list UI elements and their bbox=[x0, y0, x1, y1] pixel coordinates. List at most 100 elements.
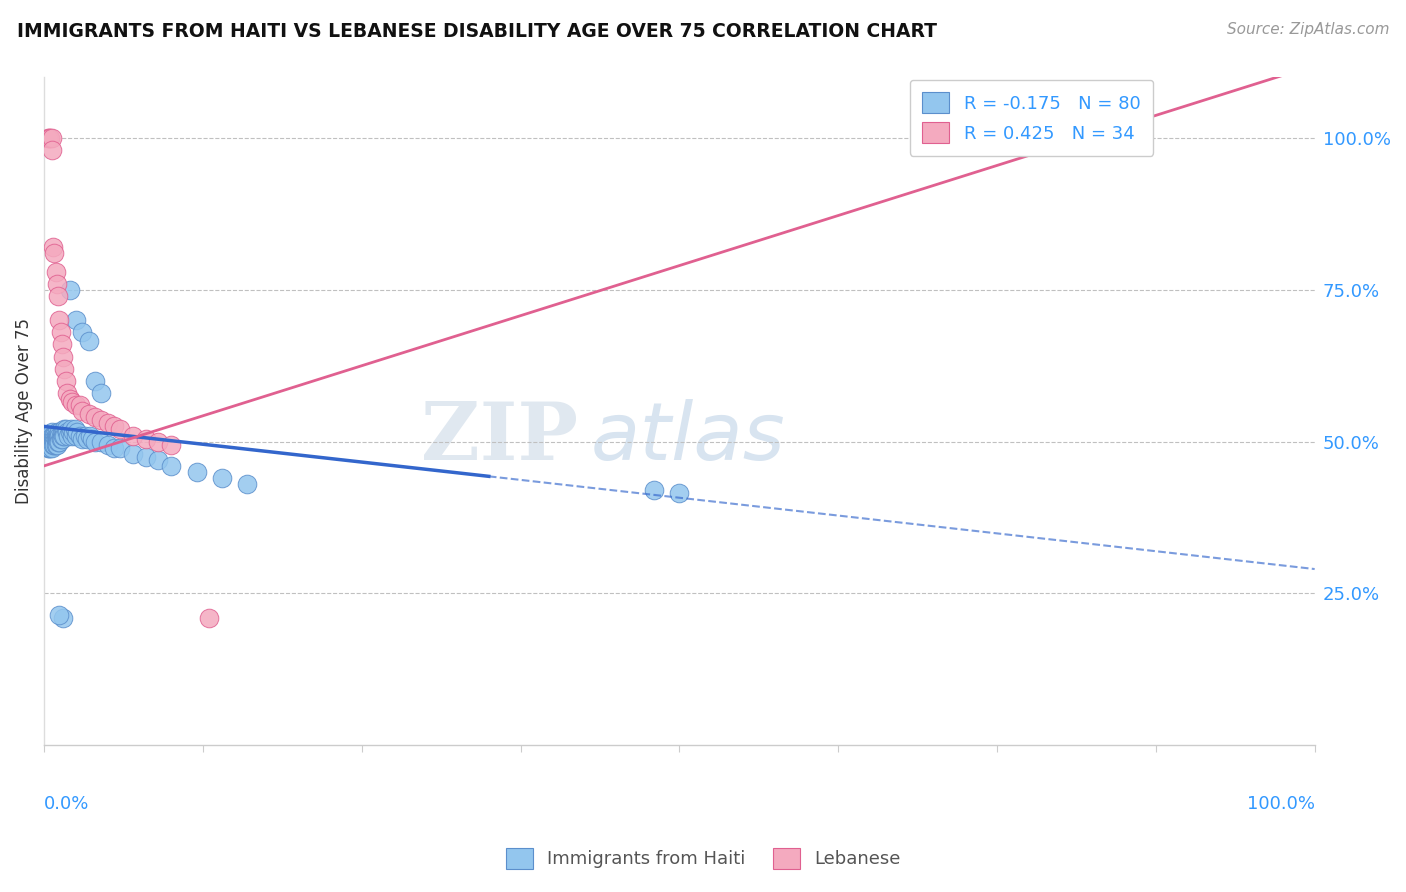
Point bbox=[236, 477, 259, 491]
Point bbox=[69, 398, 91, 412]
Point bbox=[66, 425, 89, 440]
Text: IMMIGRANTS FROM HAITI VS LEBANESE DISABILITY AGE OVER 75 CORRELATION CHART: IMMIGRANTS FROM HAITI VS LEBANESE DISABI… bbox=[17, 22, 936, 41]
Point bbox=[39, 428, 62, 442]
Point bbox=[97, 417, 120, 431]
Point bbox=[41, 425, 63, 440]
Text: 100.0%: 100.0% bbox=[1247, 795, 1315, 814]
Point bbox=[45, 434, 67, 449]
Point bbox=[53, 428, 76, 442]
Text: Source: ZipAtlas.com: Source: ZipAtlas.com bbox=[1226, 22, 1389, 37]
Point bbox=[70, 432, 93, 446]
Point bbox=[44, 434, 66, 449]
Point bbox=[58, 392, 80, 406]
Point bbox=[45, 432, 67, 446]
Point bbox=[37, 131, 59, 145]
Point bbox=[70, 404, 93, 418]
Legend: R = -0.175   N = 80, R = 0.425   N = 34: R = -0.175 N = 80, R = 0.425 N = 34 bbox=[910, 79, 1153, 156]
Point bbox=[45, 265, 67, 279]
Point bbox=[37, 428, 59, 442]
Point bbox=[148, 434, 170, 449]
Point bbox=[41, 441, 63, 455]
Point bbox=[53, 422, 76, 436]
Point bbox=[65, 398, 87, 412]
Point bbox=[39, 441, 62, 455]
Point bbox=[73, 428, 96, 442]
Point bbox=[41, 143, 63, 157]
Point bbox=[34, 432, 56, 446]
Point bbox=[52, 425, 75, 440]
Point bbox=[160, 458, 183, 473]
Point bbox=[45, 437, 67, 451]
Point bbox=[35, 437, 58, 451]
Point bbox=[103, 419, 125, 434]
Point bbox=[82, 432, 104, 446]
Point bbox=[48, 425, 70, 440]
Point bbox=[38, 434, 60, 449]
Point bbox=[90, 386, 112, 401]
Point bbox=[44, 432, 66, 446]
Point bbox=[84, 410, 107, 425]
Point bbox=[42, 240, 65, 254]
Point bbox=[49, 432, 72, 446]
Point bbox=[65, 428, 87, 442]
Point bbox=[48, 434, 70, 449]
Point bbox=[39, 131, 62, 145]
Point bbox=[76, 432, 98, 446]
Point bbox=[51, 432, 73, 446]
Point bbox=[46, 428, 69, 442]
Point bbox=[52, 610, 75, 624]
Point bbox=[135, 450, 157, 464]
Point bbox=[55, 374, 77, 388]
Point bbox=[48, 313, 70, 327]
Point bbox=[51, 425, 73, 440]
Point bbox=[44, 437, 66, 451]
Point bbox=[42, 434, 65, 449]
Y-axis label: Disability Age Over 75: Disability Age Over 75 bbox=[15, 318, 32, 504]
Legend: Immigrants from Haiti, Lebanese: Immigrants from Haiti, Lebanese bbox=[498, 840, 908, 876]
Point bbox=[42, 428, 65, 442]
Point bbox=[44, 428, 66, 442]
Point bbox=[37, 434, 59, 449]
Point bbox=[56, 386, 79, 401]
Point bbox=[45, 437, 67, 451]
Point bbox=[38, 437, 60, 451]
Point bbox=[69, 428, 91, 442]
Point bbox=[39, 437, 62, 451]
Point bbox=[122, 428, 145, 442]
Point bbox=[97, 437, 120, 451]
Point bbox=[53, 361, 76, 376]
Point bbox=[79, 428, 101, 442]
Point bbox=[60, 428, 83, 442]
Point bbox=[90, 434, 112, 449]
Point bbox=[84, 434, 107, 449]
Point bbox=[51, 337, 73, 351]
Point bbox=[186, 465, 208, 479]
Point bbox=[198, 610, 221, 624]
Point bbox=[48, 428, 70, 442]
Point bbox=[211, 471, 233, 485]
Point bbox=[45, 428, 67, 442]
Point bbox=[41, 131, 63, 145]
Point bbox=[46, 289, 69, 303]
Point bbox=[48, 607, 70, 622]
Point bbox=[135, 432, 157, 446]
Point bbox=[58, 425, 80, 440]
Point bbox=[84, 374, 107, 388]
Point bbox=[70, 326, 93, 340]
Point bbox=[38, 131, 60, 145]
Point bbox=[643, 483, 665, 497]
Point bbox=[46, 432, 69, 446]
Point bbox=[148, 452, 170, 467]
Point bbox=[90, 413, 112, 427]
Point bbox=[46, 434, 69, 449]
Point bbox=[77, 407, 100, 421]
Point bbox=[63, 422, 86, 436]
Point bbox=[38, 432, 60, 446]
Point bbox=[58, 283, 80, 297]
Point bbox=[103, 441, 125, 455]
Point bbox=[39, 432, 62, 446]
Point bbox=[65, 313, 87, 327]
Point bbox=[35, 434, 58, 449]
Point bbox=[110, 441, 132, 455]
Text: 0.0%: 0.0% bbox=[44, 795, 90, 814]
